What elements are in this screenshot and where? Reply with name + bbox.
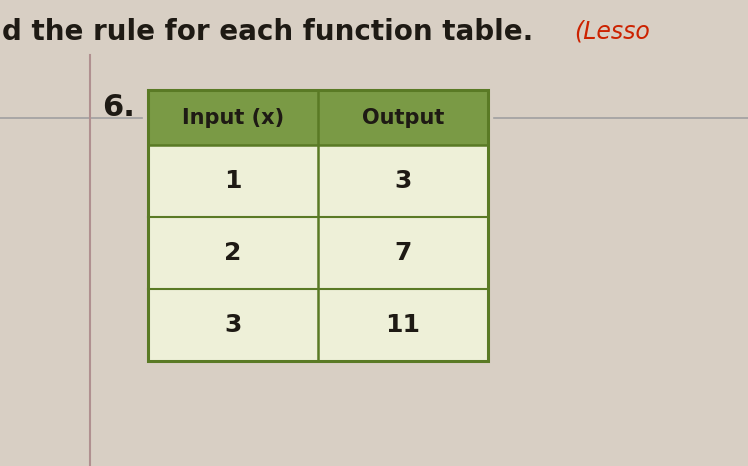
Bar bbox=[148, 90, 488, 361]
Text: Input (x): Input (x) bbox=[182, 108, 284, 128]
Text: 1: 1 bbox=[224, 169, 242, 193]
Text: 11: 11 bbox=[385, 313, 420, 337]
Text: 3: 3 bbox=[394, 169, 411, 193]
Text: 6.: 6. bbox=[102, 94, 135, 123]
Text: 3: 3 bbox=[224, 313, 242, 337]
Bar bbox=[148, 90, 488, 145]
Bar bbox=[148, 217, 488, 289]
Bar bbox=[148, 145, 488, 217]
Text: 7: 7 bbox=[394, 241, 411, 265]
Text: 2: 2 bbox=[224, 241, 242, 265]
Text: Output: Output bbox=[362, 108, 444, 128]
Text: d the rule for each function table.: d the rule for each function table. bbox=[2, 18, 533, 46]
Text: (Lesso: (Lesso bbox=[574, 20, 650, 44]
Bar bbox=[148, 289, 488, 361]
